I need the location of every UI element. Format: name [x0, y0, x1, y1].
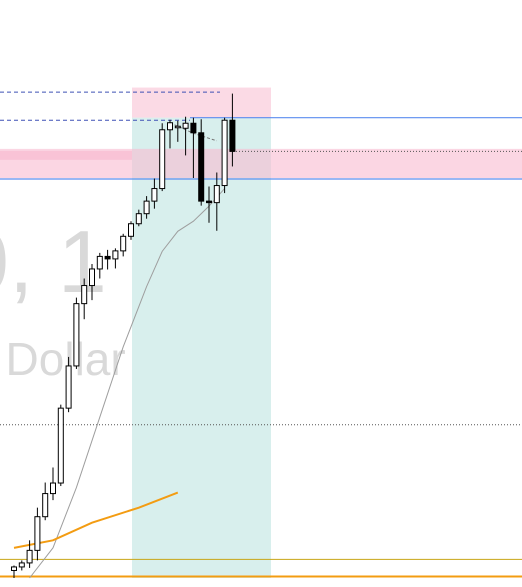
- candle-body: [34, 516, 41, 551]
- candle-body: [18, 562, 25, 568]
- candles-layer: [11, 93, 236, 578]
- candle-body: [159, 129, 166, 190]
- levels-layer: [0, 91, 522, 578]
- candle-body: [81, 285, 88, 305]
- candle-body: [73, 303, 80, 367]
- watermark: 0, 1 . Dollar: [0, 212, 126, 385]
- gray-moving-average: [29, 188, 225, 579]
- candle: [213, 172, 220, 231]
- candle-body: [57, 407, 64, 484]
- candle: [198, 119, 205, 206]
- candle-body: [96, 255, 103, 270]
- candle: [57, 404, 64, 487]
- candle-body: [120, 235, 127, 252]
- candle: [143, 196, 150, 219]
- candle-body: [198, 132, 205, 202]
- candle: [18, 560, 25, 571]
- candle-body: [42, 493, 49, 518]
- candle: [135, 209, 142, 227]
- candle: [174, 120, 181, 142]
- candle-body: [104, 255, 111, 260]
- candle: [34, 507, 41, 561]
- candle-body: [174, 125, 181, 129]
- candle-body: [50, 482, 56, 495]
- candle: [112, 248, 119, 269]
- candle: [221, 117, 228, 194]
- candle: [73, 297, 80, 369]
- candle: [190, 117, 197, 179]
- candle: [81, 278, 88, 320]
- candle-body: [190, 122, 197, 134]
- candle: [89, 263, 95, 301]
- position-stop-zone: [132, 87, 271, 118]
- candle: [50, 467, 56, 501]
- candle: [96, 252, 103, 279]
- candle-body: [112, 250, 119, 260]
- candle-body: [229, 119, 236, 152]
- candle-body: [89, 268, 95, 287]
- candle: [167, 119, 173, 149]
- watermark-small-text: . Dollar: [0, 333, 126, 385]
- candle-body: [143, 200, 150, 215]
- candle-body: [151, 188, 158, 202]
- candle: [42, 482, 49, 521]
- candle: [120, 233, 127, 257]
- pink-zone-band-left: [0, 150, 132, 160]
- candle-body: [135, 213, 142, 225]
- candle-body: [167, 122, 173, 131]
- candle: [229, 93, 236, 167]
- candle-body: [65, 365, 72, 409]
- watermark-big-text: 0, 1: [0, 212, 107, 311]
- candle-body: [182, 122, 189, 129]
- candle: [26, 540, 33, 568]
- candle: [151, 178, 158, 209]
- candle-body: [213, 185, 220, 204]
- candle-body: [206, 200, 212, 204]
- candle: [128, 221, 134, 240]
- candle-body: [128, 223, 134, 237]
- candle-body: [11, 566, 17, 571]
- candle: [206, 186, 212, 223]
- candle: [159, 123, 166, 192]
- candle-body: [26, 549, 33, 564]
- candle: [11, 565, 17, 578]
- candle: [104, 249, 111, 270]
- candle-body: [221, 119, 228, 187]
- candle: [65, 356, 72, 413]
- candle: [182, 116, 189, 156]
